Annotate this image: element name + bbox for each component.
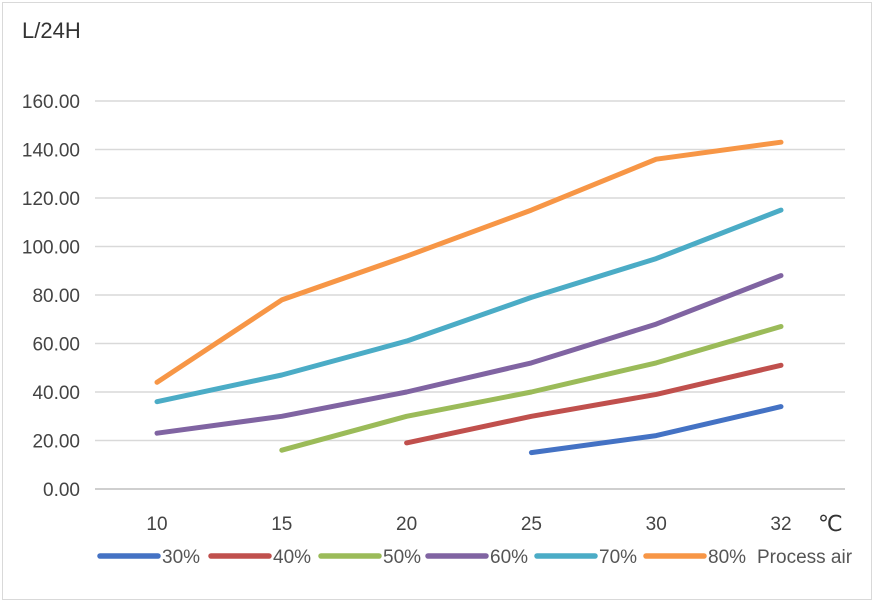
legend-label: 50% [383, 547, 421, 568]
series-line-40pct [404, 362, 784, 446]
legend-label: 40% [273, 547, 311, 568]
y-axis-ticks: 0.00 20.00 40.00 60.00 80.00 100.00 120.00 140.… [22, 92, 80, 501]
y-tick-label: 100.00 [22, 238, 80, 259]
legend: Process air 30% 40% 50% 60% 70% 80% [97, 547, 853, 568]
y-tick-label: 160.00 [22, 92, 80, 113]
x-tick-label: 20 [396, 514, 417, 535]
legend-label: 60% [490, 547, 528, 568]
series-line-50pct [279, 324, 784, 453]
x-axis-ticks: 10 15 20 25 30 32 [146, 514, 791, 535]
y-tick-label: 140.00 [22, 141, 80, 162]
x-tick-label: 10 [146, 514, 167, 535]
y-tick-label: 120.00 [22, 189, 80, 210]
y-tick-label: 0.00 [43, 480, 80, 501]
series-line-70pct [154, 207, 784, 405]
x-tick-label: 15 [271, 514, 292, 535]
y-tick-label: 40.00 [32, 383, 80, 404]
series-line-80pct [154, 139, 784, 385]
series-line-60pct [154, 273, 784, 436]
legend-label: 30% [162, 547, 200, 568]
x-axis-unit: ℃ [818, 511, 843, 536]
x-tick-label: 32 [770, 514, 791, 535]
legend-title: Process air [757, 547, 853, 568]
legend-label: 70% [599, 547, 637, 568]
y-axis-label: L/24H [22, 18, 81, 43]
series-line-30pct [528, 404, 784, 456]
legend-label: 80% [708, 547, 746, 568]
x-tick-label: 25 [521, 514, 542, 535]
series-lines [154, 139, 784, 456]
x-tick-label: 30 [646, 514, 667, 535]
y-tick-label: 80.00 [32, 286, 80, 307]
y-tick-label: 60.00 [32, 335, 80, 356]
y-tick-label: 20.00 [32, 432, 80, 453]
